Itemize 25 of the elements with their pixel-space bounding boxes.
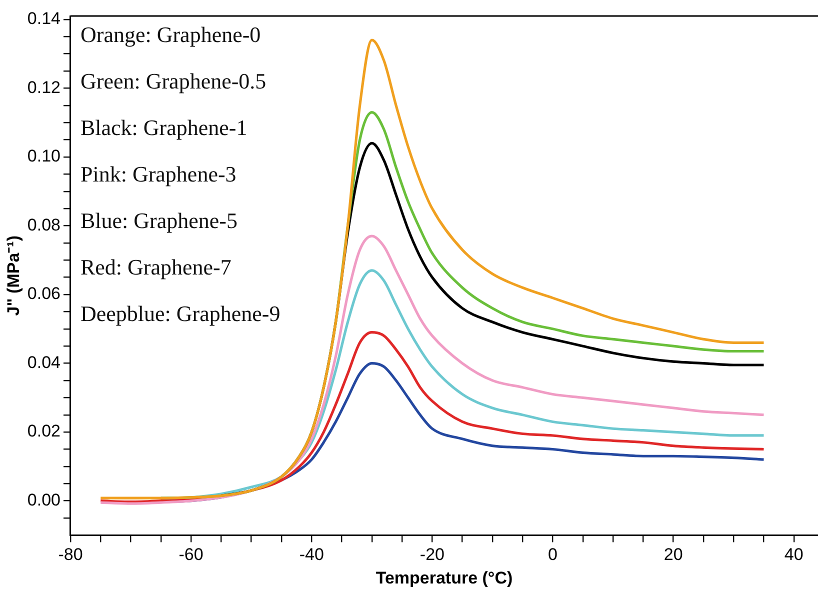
line-series xyxy=(99,331,766,504)
annotation: Green: Graphene-0.5 xyxy=(80,68,266,94)
x-axis-title: Temperature (°C) xyxy=(376,568,513,588)
y-tick-label: 0.06 xyxy=(27,284,60,304)
x-tick-label: -60 xyxy=(178,545,204,564)
y-axis-title: J" (MPa⁻¹) xyxy=(4,236,23,316)
y-tick-label: 0.14 xyxy=(27,9,60,28)
annotation: Orange: Graphene-0 xyxy=(80,22,261,47)
x-tick-label: -40 xyxy=(299,545,324,564)
annotation: Blue: Graphene-5 xyxy=(80,208,238,233)
y-tick-label: 0.00 xyxy=(27,490,60,510)
y-tick-label: 0.10 xyxy=(27,146,60,166)
x-tick-label: 20 xyxy=(664,545,683,564)
x-tick-label: -80 xyxy=(58,545,83,564)
x-tick-label: 40 xyxy=(784,545,804,564)
x-tick-label: 0 xyxy=(548,545,558,564)
x-tick-label: -20 xyxy=(420,545,444,564)
annotation: Black: Graphene-1 xyxy=(80,114,248,140)
y-tick-label: 0.02 xyxy=(27,422,60,441)
annotation: Deepblue: Graphene-9 xyxy=(80,300,280,326)
annotation: Pink: Graphene-3 xyxy=(80,161,236,186)
y-tick-label: 0.04 xyxy=(27,352,60,372)
y-tick-label: 0.08 xyxy=(27,215,60,234)
annotation: Red: Graphene-7 xyxy=(80,254,232,280)
y-tick-label: 0.12 xyxy=(27,78,60,97)
